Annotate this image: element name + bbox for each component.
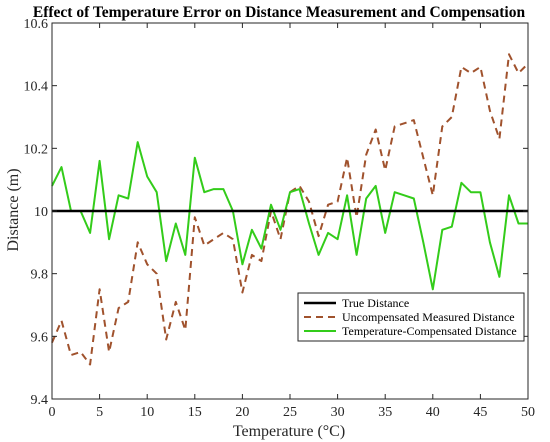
y-tick-label: 9.6	[31, 330, 49, 345]
x-tick-label: 15	[188, 405, 202, 420]
x-tick-label: 45	[473, 405, 487, 420]
x-axis-label: Temperature (°C)	[233, 423, 345, 440]
x-tick-label: 30	[331, 405, 345, 420]
chart-title: Effect of Temperature Error on Distance …	[33, 4, 526, 21]
x-tick-label: 25	[283, 405, 297, 420]
x-tick-label: 5	[96, 405, 103, 420]
series-line-2	[51, 141, 528, 291]
y-tick-label: 9.4	[31, 393, 49, 408]
legend-label-1: Uncompensated Measured Distance	[342, 310, 515, 324]
legend-label-2: Temperature-Compensated Distance	[342, 324, 517, 338]
series-line-1	[51, 53, 529, 366]
series-layer	[51, 53, 529, 366]
legend-label-0: True Distance	[342, 296, 409, 310]
y-tick-label: 10	[34, 205, 48, 220]
y-tick-label: 10.4	[24, 80, 49, 95]
axes-layer: 0 5 10 15 20 25 30 35 40 45 50 9.4 9.6 9.8 10 10.2 10.4 1…	[24, 17, 536, 420]
x-tick-label: 20	[235, 405, 249, 420]
y-tick-label: 10.2	[24, 142, 49, 157]
y-tick-label: 9.8	[31, 268, 49, 283]
y-axis-label: Distance (m)	[5, 168, 22, 251]
y-tick-label: 10.6	[24, 17, 49, 32]
x-tick-label: 50	[521, 405, 535, 420]
x-tick-label: 35	[378, 405, 392, 420]
x-tick-label: 40	[426, 405, 440, 420]
x-tick-label: 10	[140, 405, 154, 420]
x-tick-label: 0	[49, 405, 56, 420]
legend-box	[297, 292, 525, 342]
